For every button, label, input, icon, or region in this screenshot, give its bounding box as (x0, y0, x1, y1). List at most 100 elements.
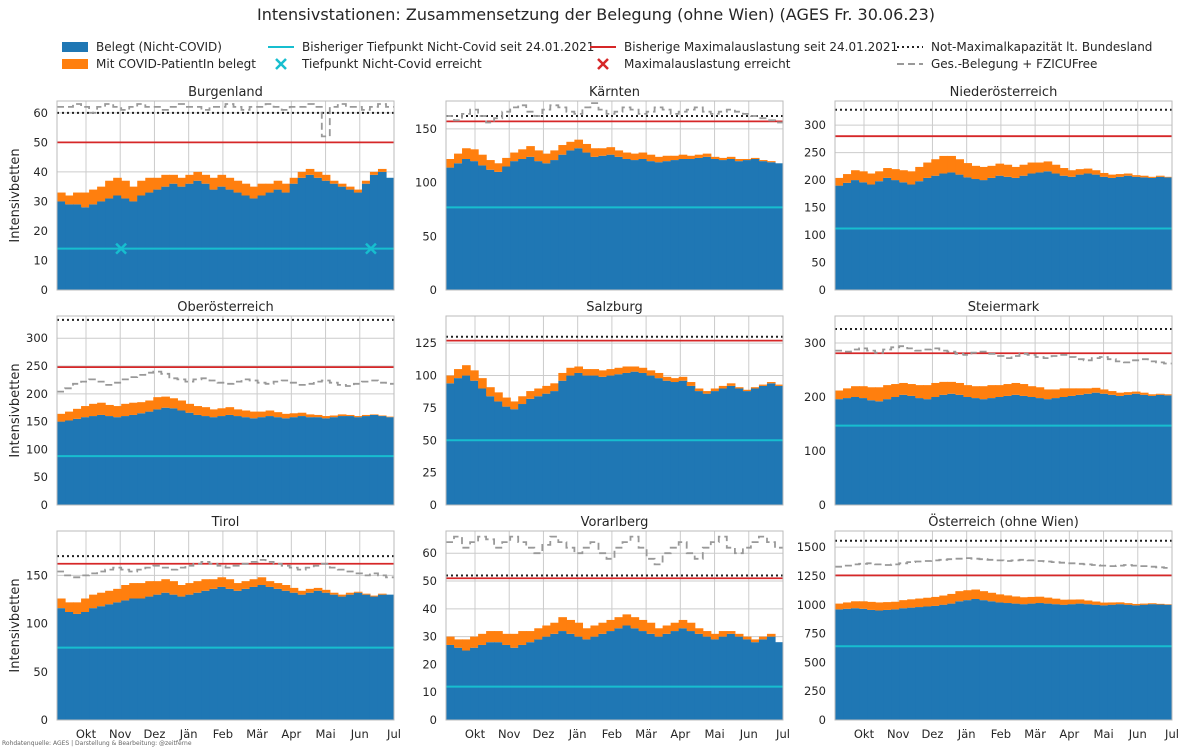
bar-noncovid (606, 631, 615, 720)
bar-covid (1140, 604, 1149, 605)
bar-noncovid (526, 642, 535, 720)
bar-covid (1036, 387, 1045, 398)
bar-noncovid (338, 187, 347, 290)
bar-covid (1076, 599, 1085, 603)
bar-noncovid (743, 391, 752, 505)
bar-covid (631, 617, 640, 628)
y-axis-label: Intensivbetten (8, 148, 23, 242)
bar-covid (258, 412, 267, 418)
legend-item-4: Bisherige Maximalauslastung seit 24.01.2… (590, 40, 898, 54)
bar-noncovid (185, 413, 194, 505)
y-tick-label: 0 (819, 713, 826, 727)
bar-covid (454, 154, 463, 164)
panel-title: Steiermark (968, 300, 1040, 315)
legend-item-2: Bisheriger Tiefpunkt Nicht-Covid seit 24… (268, 40, 594, 54)
bar-covid (751, 639, 760, 642)
bar-noncovid (1004, 603, 1013, 720)
y-tick-label: 300 (804, 118, 826, 132)
bar-covid (947, 594, 956, 604)
bar-covid (161, 579, 170, 593)
bar-covid (161, 175, 170, 187)
bar-noncovid (354, 593, 363, 720)
bar-noncovid (242, 417, 251, 505)
bar-covid (290, 588, 299, 593)
bar-noncovid (1068, 604, 1077, 720)
legend-patch-covid (62, 59, 88, 69)
bar-covid (743, 159, 752, 160)
bar-noncovid (711, 391, 720, 505)
bar-covid (1068, 600, 1077, 605)
legend-label-1: Mit COVID-PatientIn belegt (96, 57, 256, 71)
bar-noncovid (462, 159, 471, 290)
bar-noncovid (1092, 175, 1101, 290)
bar-covid (234, 181, 243, 193)
bar-covid (486, 387, 495, 396)
bar-noncovid (193, 415, 202, 505)
bar-noncovid (1156, 605, 1165, 720)
bar-covid (1004, 165, 1013, 177)
bar-noncovid (915, 181, 924, 290)
bar-noncovid (867, 610, 876, 720)
bar-noncovid (939, 605, 948, 720)
bar-noncovid (1100, 394, 1109, 505)
bar-noncovid (137, 599, 146, 721)
bar-noncovid (550, 391, 559, 505)
bar-noncovid (1148, 604, 1157, 720)
legend-label-7: Ges.-Belegung + FZICUFree (931, 57, 1097, 71)
bar-covid (963, 385, 972, 397)
bar-noncovid (679, 628, 688, 720)
panel-title: Vorarlberg (581, 515, 649, 530)
panel-title: Tirol (211, 515, 240, 530)
bar-covid (518, 149, 527, 159)
bar-covid (899, 600, 908, 608)
bar-covid (955, 159, 964, 174)
bar-noncovid (995, 397, 1004, 505)
y-tick-label: 0 (819, 283, 826, 297)
y-tick-label: 50 (422, 574, 437, 588)
bar-noncovid (1124, 176, 1133, 290)
bar-covid (1124, 392, 1133, 395)
bar-covid (1068, 170, 1077, 177)
y-tick-label: 150 (415, 122, 437, 136)
bar-covid (290, 413, 299, 417)
y-tick-label: 250 (804, 146, 826, 160)
bar-covid (1092, 602, 1101, 605)
x-tick-label: Mär (635, 727, 657, 741)
bar-covid (987, 593, 996, 602)
bar-covid (727, 631, 736, 634)
bar-noncovid (759, 386, 768, 505)
bar-covid (1132, 175, 1141, 177)
bar-noncovid (623, 626, 632, 721)
legend-item-6: Not-Maximalkapazität lt. Bundesland (897, 40, 1152, 54)
bar-noncovid (105, 198, 114, 290)
bar-covid (859, 171, 868, 182)
bar-covid (735, 159, 744, 161)
bar-noncovid (767, 383, 776, 505)
bar-covid (73, 409, 82, 419)
bar-noncovid (370, 415, 379, 505)
bar-noncovid (631, 372, 640, 505)
bar-noncovid (226, 190, 235, 290)
bar-covid (518, 396, 527, 404)
bar-noncovid (655, 162, 664, 290)
bar-covid (915, 385, 924, 398)
bar-covid (891, 384, 900, 397)
bar-covid (258, 184, 267, 196)
bar-noncovid (987, 601, 996, 720)
bars (835, 382, 1173, 505)
bar-noncovid (639, 373, 648, 505)
bar-noncovid (1132, 605, 1141, 720)
bar-covid (494, 163, 503, 172)
bar-covid (1084, 169, 1093, 174)
bar-noncovid (177, 411, 186, 506)
y-tick-label: 100 (415, 369, 437, 383)
bar-noncovid (703, 157, 712, 290)
bar-covid (1116, 174, 1125, 177)
bar-covid (979, 386, 988, 399)
bar-noncovid (582, 153, 591, 290)
